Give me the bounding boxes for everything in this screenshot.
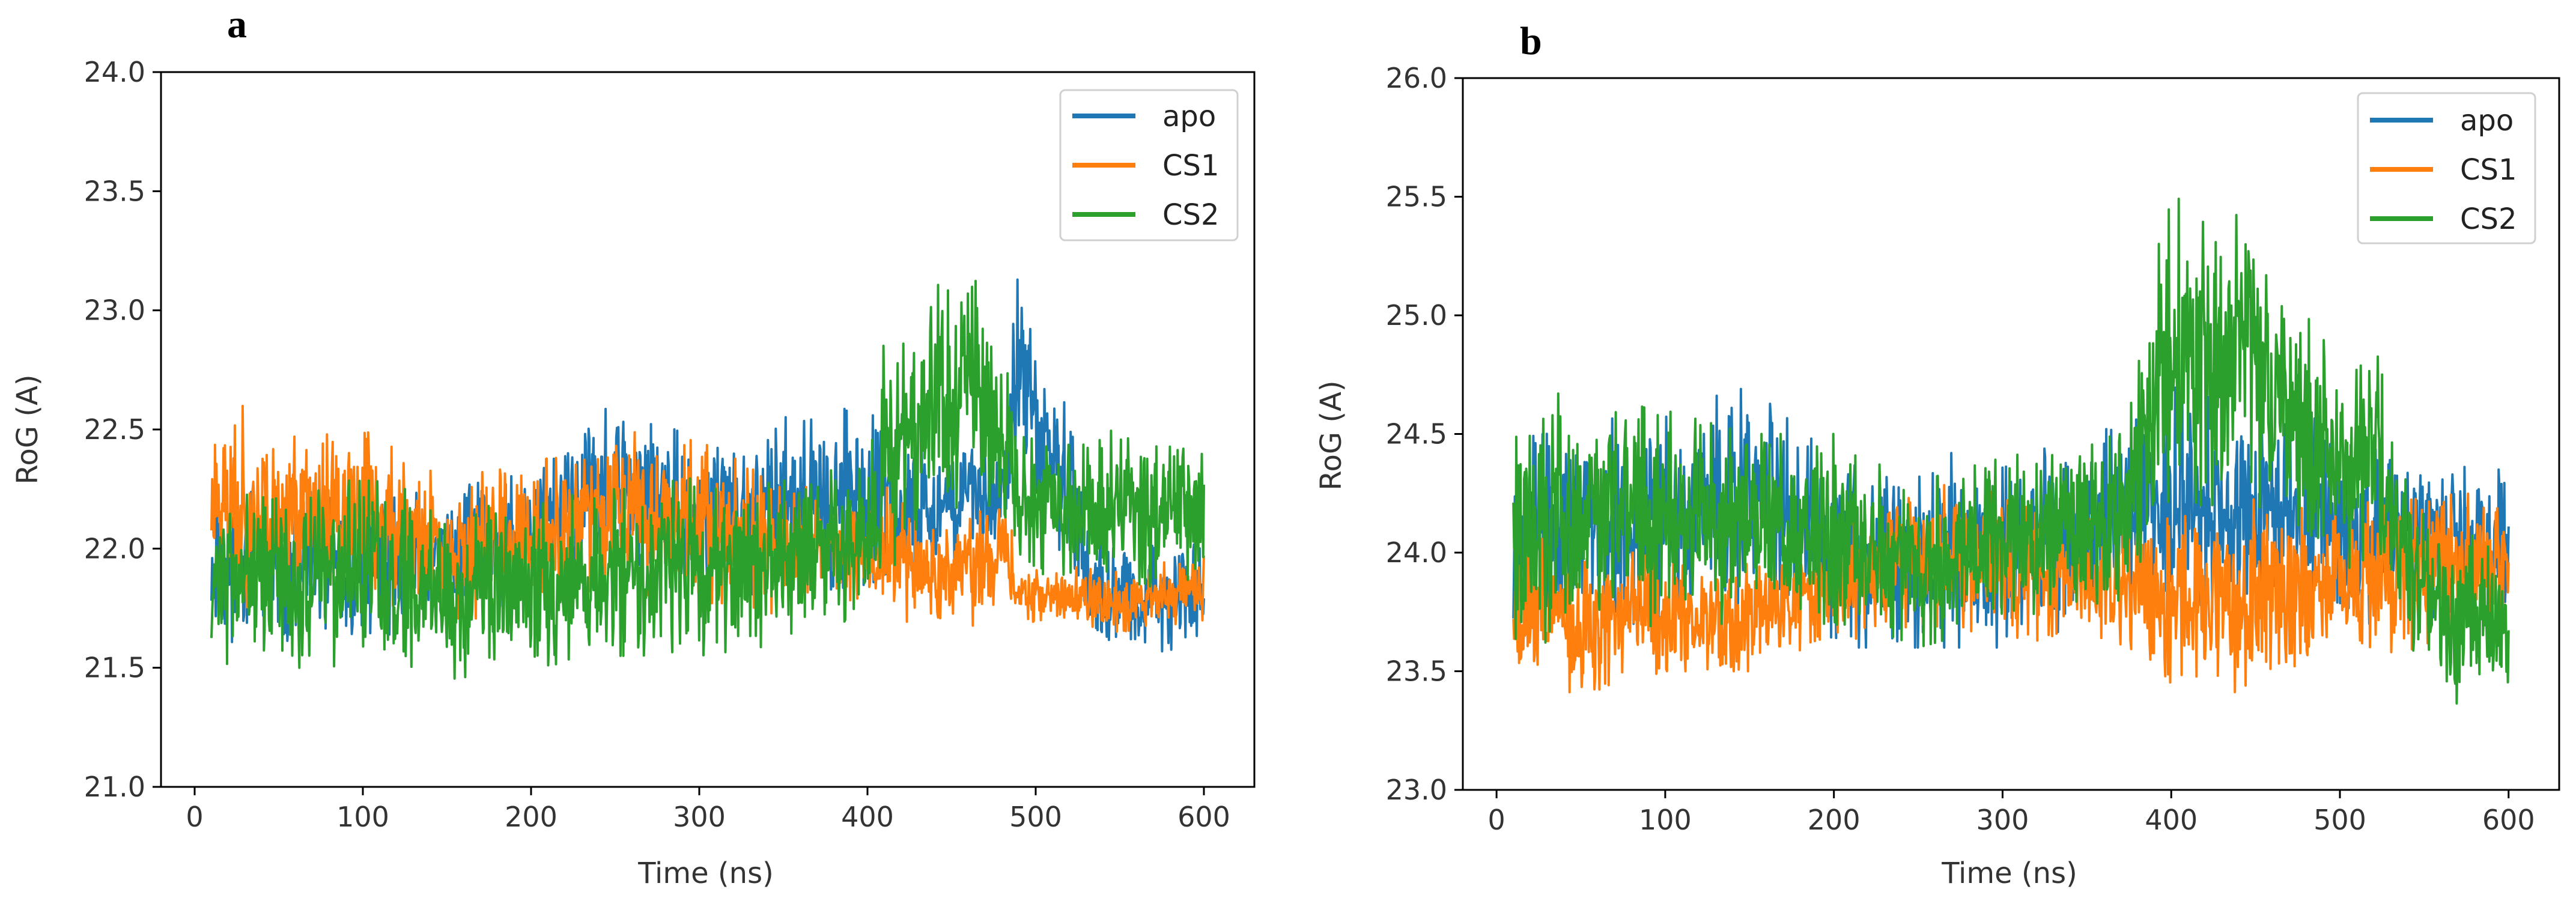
panel-b-ytick-label: 23.0 [1386,774,1447,806]
panel-a-plot-area [153,71,1256,795]
panel-b-x-axis-label: Time (ns) [1941,857,2077,890]
panel-b-xtick-label: 400 [2145,804,2198,836]
panel-a-y-axis-label: RoG (A) [11,374,44,484]
panel-b-legend-label-apo: apo [2460,104,2514,138]
panel-a-legend-label-cs1: CS1 [1162,149,1220,183]
panel-b-letter: b [1520,19,1542,63]
panel-b-legend: apo CS1 CS2 [2357,92,2536,244]
panel-b-legend-frame [2357,92,2536,244]
panel-a-tick-labels: 21.0 21.5 22.0 22.5 23.0 23.5 24.0 0 100… [84,56,1230,833]
panel-b-xtick-label: 0 [1488,804,1505,836]
panel-a-ytick-label: 21.5 [84,652,145,684]
panel-a-xtick-label: 600 [1177,801,1230,833]
panel-b-ytick-label: 25.5 [1386,181,1447,213]
panel-b-legend-label-cs2: CS2 [2460,202,2517,236]
panel-b-tick-labels: 23.0 23.5 24.0 24.5 25.0 25.5 26.0 0 100… [1386,62,2535,836]
panel-b-series-line-cs1 [1512,484,2510,694]
panel-a-legend-label-cs2: CS2 [1162,198,1220,232]
panel-a-legend-label-apo: apo [1162,100,1216,133]
panel-b-ytick-label: 24.5 [1386,418,1447,450]
panel-a-xtick-label: 100 [336,801,389,833]
panel-a-xtick-label: 300 [673,801,726,833]
panel-b-xtick-label: 500 [2313,804,2366,836]
panel-a-xtick-label: 500 [1009,801,1062,833]
panel-b: b 23.0 23.5 24.0 24.5 25.0 25.5 26.0 0 1… [1314,19,2560,890]
panel-b-xtick-label: 300 [1976,804,2029,836]
panel-a-legend: apo CS1 CS2 [1059,89,1239,241]
panel-a-ytick-label: 23.0 [84,294,145,327]
panel-a-ytick-label: 23.5 [84,175,145,207]
panel-a-ytick-label: 24.0 [84,56,145,88]
panel-a-letter: a [227,2,247,46]
panel-b-ytick-label: 26.0 [1386,62,1447,94]
panel-a-xtick-label: 400 [841,801,894,833]
panel-b-ytick-label: 25.0 [1386,299,1447,332]
panel-a-xtick-label: 0 [186,801,203,833]
panel-b-series-line-cs2 [1512,198,2510,705]
panel-a-ytick-label: 22.0 [84,532,145,565]
panel-b-xtick-label: 200 [1808,804,1861,836]
panel-b-plot-area [1454,77,2560,798]
panel-a-ytick-label: 22.5 [84,413,145,446]
panel-b-ytick-label: 23.5 [1386,655,1447,688]
panel-b-xtick-label: 100 [1639,804,1692,836]
panel-a-x-axis-label: Time (ns) [637,857,774,890]
panel-a-legend-frame [1059,89,1239,241]
panel-b-xtick-label: 600 [2482,804,2535,836]
panel-b-y-axis-label: RoG (A) [1314,380,1348,490]
panel-a-series-line-cs2 [210,279,1205,680]
panel-a: a 21.0 21.5 22.0 22.5 23.0 23.5 24.0 0 1… [11,2,1256,890]
panel-a-ytick-label: 21.0 [84,771,145,803]
panel-b-ytick-label: 24.0 [1386,536,1447,569]
panel-a-xtick-label: 200 [505,801,557,833]
panel-b-legend-label-cs1: CS1 [2460,153,2517,187]
